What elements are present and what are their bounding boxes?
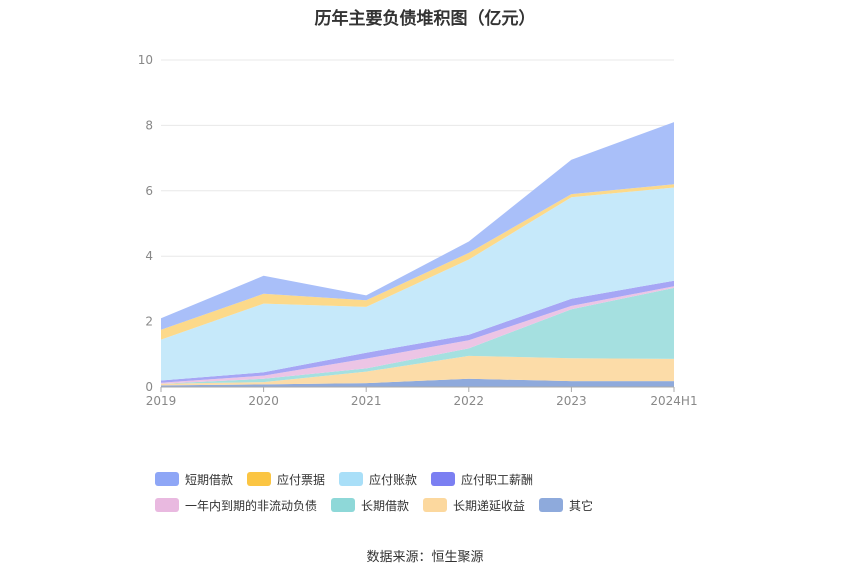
legend-label: 一年内到期的非流动负债 bbox=[185, 498, 318, 513]
legend-item[interactable]: 一年内到期的非流动负债 bbox=[155, 496, 317, 514]
x-tick-label: 2023 bbox=[556, 394, 587, 408]
legend-label: 应付职工薪酬 bbox=[461, 472, 534, 487]
legend-item[interactable]: 应付票据 bbox=[247, 470, 325, 488]
legend-label: 长期借款 bbox=[361, 498, 410, 513]
legend-label: 其它 bbox=[569, 498, 594, 513]
x-tick-label: 2022 bbox=[454, 394, 485, 408]
legend-item[interactable]: 长期借款 bbox=[331, 496, 409, 514]
legend-swatch bbox=[339, 472, 364, 486]
area-series-4 bbox=[161, 280, 674, 383]
legend-label: 长期递延收益 bbox=[453, 498, 526, 513]
area-series-1 bbox=[161, 355, 674, 386]
x-tick-label: 2019 bbox=[146, 394, 177, 408]
legend-item[interactable]: 应付职工薪酬 bbox=[431, 470, 533, 488]
legend-swatch bbox=[155, 498, 179, 512]
legend-label: 应付票据 bbox=[277, 472, 326, 487]
legend-swatch bbox=[431, 472, 456, 486]
x-tick-label: 2021 bbox=[351, 394, 382, 408]
chart-title: 历年主要负债堆积图（亿元） bbox=[314, 9, 536, 29]
y-tick-label: 10 bbox=[138, 53, 153, 67]
legend-swatch bbox=[331, 498, 356, 512]
data-source: 数据来源：恒生聚源 bbox=[366, 550, 484, 565]
x-tick-label: 2024H1 bbox=[650, 394, 697, 408]
legend-item[interactable]: 短期借款 bbox=[155, 470, 233, 488]
area-series-5 bbox=[161, 187, 674, 381]
legend-swatch bbox=[155, 472, 179, 486]
y-tick-label: 8 bbox=[145, 118, 153, 132]
legend-label: 应付账款 bbox=[369, 472, 418, 487]
legend-item[interactable]: 其它 bbox=[539, 496, 593, 514]
legend-swatch bbox=[247, 472, 272, 486]
area-series-2 bbox=[161, 287, 674, 384]
y-tick-label: 4 bbox=[145, 249, 153, 263]
legend-swatch bbox=[539, 498, 564, 512]
legend-label: 短期借款 bbox=[185, 472, 234, 487]
legend: 短期借款 应付票据 应付账款 应付职工薪酬一年内到期的非流动负债 长期借款 长期递延收益 其… bbox=[155, 470, 715, 514]
legend-item[interactable]: 应付账款 bbox=[339, 470, 417, 488]
legend-swatch bbox=[423, 498, 448, 512]
x-tick-label: 2020 bbox=[248, 394, 279, 408]
y-tick-label: 6 bbox=[145, 184, 153, 198]
area-series-0 bbox=[161, 378, 674, 387]
y-tick-label: 2 bbox=[145, 315, 153, 329]
area-series-6 bbox=[161, 184, 674, 340]
area-series-7 bbox=[161, 122, 674, 330]
y-tick-label: 0 bbox=[145, 380, 153, 394]
legend-item[interactable]: 长期递延收益 bbox=[423, 496, 525, 514]
